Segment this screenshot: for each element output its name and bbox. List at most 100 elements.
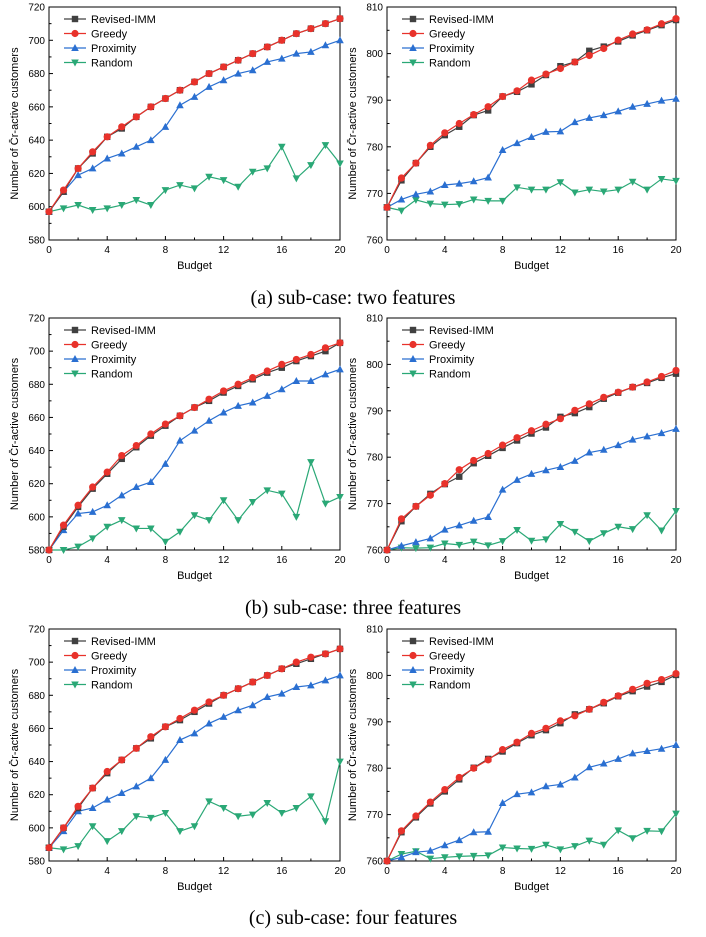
data-point-proximity — [263, 391, 272, 399]
data-point-greedy — [321, 650, 330, 658]
data-point-random — [278, 143, 286, 151]
data-point-proximity — [469, 516, 478, 524]
data-point-greedy — [321, 20, 330, 28]
data-point-proximity — [88, 164, 97, 172]
legend-marker-greedy — [409, 29, 417, 38]
data-point-proximity — [628, 435, 637, 443]
data-point-random — [147, 202, 155, 210]
x-tick-label: 20 — [334, 866, 346, 877]
data-point-greedy — [426, 798, 434, 806]
data-point-greedy — [45, 546, 53, 554]
data-point-proximity — [513, 790, 521, 798]
data-point-random — [161, 538, 170, 546]
data-point-proximity — [117, 789, 126, 797]
data-point-proximity — [672, 741, 680, 748]
chart-panel-a-right: 0 4 8 12 16 20 760 770 780 790 800 810 Budget Number … — [346, 3, 682, 273]
legend-marker-proximity — [409, 666, 417, 673]
data-point-proximity — [571, 456, 579, 464]
x-axis-label: Budget — [177, 881, 212, 893]
data-point-greedy — [336, 339, 344, 347]
data-point-greedy — [614, 692, 622, 700]
data-point-random — [571, 528, 579, 536]
data-point-random — [542, 536, 550, 544]
data-point-proximity — [74, 509, 82, 517]
legend-label-proximity: Proximity — [91, 354, 137, 366]
data-point-proximity — [103, 501, 111, 509]
legend-label-revised-imm: Revised-IMM — [91, 14, 156, 26]
data-point-random — [412, 545, 420, 553]
data-point-proximity — [161, 755, 170, 763]
plot-frame — [48, 6, 341, 241]
data-point-greedy — [278, 36, 286, 44]
chart-panel-b-right: 0 4 8 12 16 20 760 770 780 790 800 810 Budget Number … — [346, 314, 682, 583]
data-point-proximity — [556, 780, 565, 788]
plot-frame — [386, 628, 677, 862]
data-point-random — [469, 196, 478, 204]
data-point-proximity — [161, 122, 170, 130]
data-point-random — [117, 517, 126, 525]
data-point-proximity — [556, 462, 565, 470]
data-point-proximity — [556, 127, 565, 135]
data-point-random — [132, 525, 141, 533]
data-point-greedy — [470, 764, 478, 772]
data-point-proximity — [248, 398, 257, 406]
y-tick-label: 600 — [28, 823, 45, 834]
data-point-proximity — [161, 459, 170, 467]
data-point-proximity — [614, 107, 622, 115]
data-point-random — [248, 498, 257, 506]
legend-marker-greedy — [409, 340, 417, 349]
legend-marker-revised-imm — [71, 15, 79, 23]
data-point-random — [321, 142, 330, 150]
data-point-greedy — [132, 442, 140, 450]
legend-marker-revised-imm — [409, 15, 417, 23]
data-point-proximity — [263, 692, 272, 700]
data-point-random — [205, 173, 213, 181]
data-point-greedy — [292, 355, 300, 364]
data-point-random — [147, 525, 155, 533]
x-tick-label: 16 — [613, 245, 625, 256]
caption-c: (c) sub-case: four features — [249, 907, 457, 929]
data-point-random — [643, 827, 651, 835]
legend-label-revised-imm: Revised-IMM — [429, 325, 494, 337]
data-point-random — [307, 162, 315, 170]
data-point-proximity — [307, 47, 315, 55]
data-point-greedy — [147, 430, 155, 438]
legend-marker-greedy — [71, 29, 79, 38]
x-tick-label: 16 — [276, 555, 288, 566]
data-point-random — [614, 827, 622, 835]
y-tick-label: 660 — [28, 413, 45, 424]
data-point-proximity — [542, 782, 550, 790]
data-point-greedy — [571, 712, 579, 720]
data-point-proximity — [205, 719, 213, 727]
x-tick-label: 4 — [104, 866, 110, 877]
legend-marker-random — [71, 59, 79, 67]
x-tick-label: 8 — [163, 555, 169, 566]
data-point-greedy — [118, 451, 126, 460]
data-point-greedy — [103, 767, 111, 776]
legend-marker-random — [71, 370, 79, 378]
data-point-greedy — [499, 746, 507, 754]
data-point-proximity — [571, 118, 579, 126]
data-point-greedy — [263, 43, 271, 51]
data-point-greedy — [45, 208, 53, 216]
legend-marker-revised-imm — [409, 326, 417, 334]
data-point-proximity — [205, 82, 213, 90]
y-tick-label: 660 — [28, 724, 45, 735]
data-point-proximity — [219, 76, 228, 84]
y-tick-label: 580 — [28, 236, 45, 247]
legend-label-proximity: Proximity — [429, 665, 475, 677]
y-tick-label: 620 — [28, 790, 45, 801]
y-tick-label: 760 — [366, 236, 383, 247]
data-point-revised-imm — [484, 107, 492, 114]
y-tick-label: 580 — [28, 857, 45, 868]
data-point-revised-imm — [586, 47, 593, 55]
data-point-greedy — [629, 685, 637, 693]
data-point-proximity — [426, 846, 435, 854]
data-point-proximity — [190, 729, 199, 737]
data-point-random — [205, 517, 213, 525]
legend-label-random: Random — [91, 369, 133, 381]
data-point-greedy — [397, 515, 406, 523]
data-point-proximity — [190, 426, 199, 434]
y-tick-label: 790 — [366, 96, 383, 107]
y-axis-label: Number of C̄r-active customers — [8, 668, 21, 821]
